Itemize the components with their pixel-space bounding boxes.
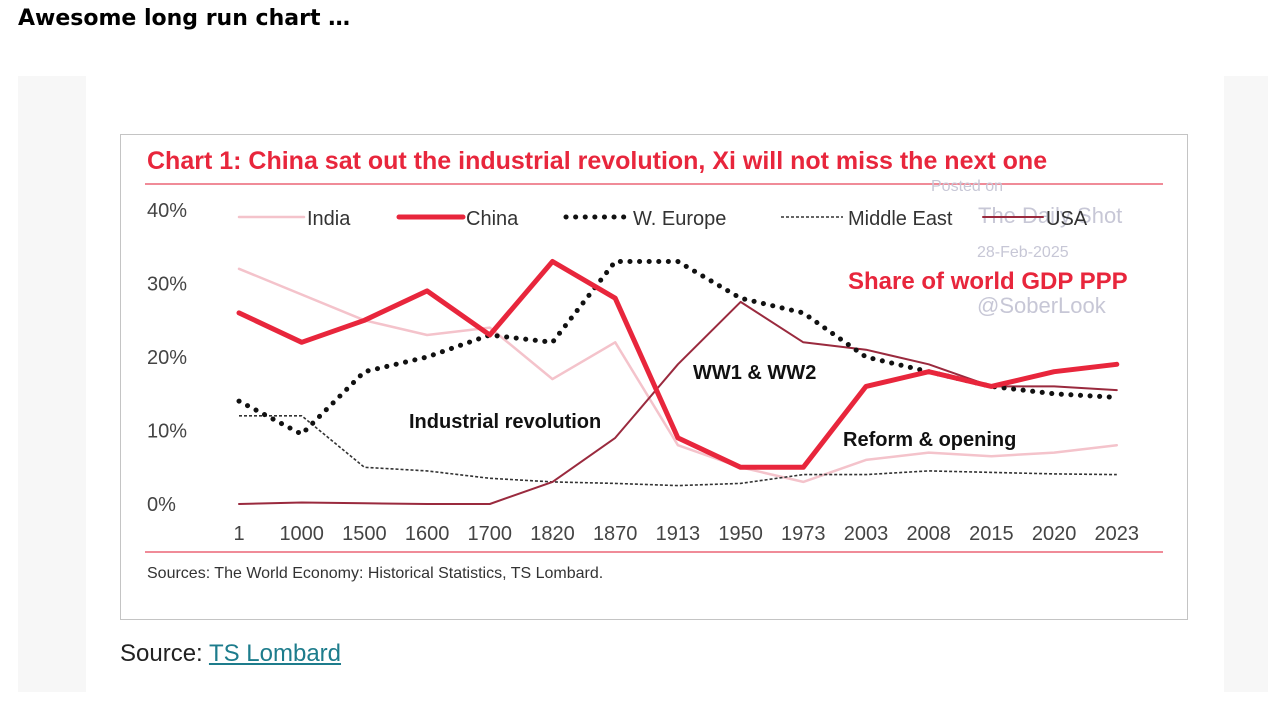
y-tick-label: 40% — [147, 200, 187, 222]
page-gutter-left — [18, 76, 86, 692]
annotation-reform-opening: Reform & opening — [843, 429, 1016, 451]
watermark: Posted on The Daily Shot 28-Feb-2025 @So… — [931, 178, 1122, 318]
annotation-ww1-ww2: WW1 & WW2 — [693, 362, 816, 384]
x-tick-label: 2008 — [906, 523, 951, 545]
x-tick-label: 2023 — [1095, 523, 1140, 545]
footer-source-label: Source: — [120, 640, 209, 667]
x-tick-label: 2020 — [1032, 523, 1077, 545]
x-tick-label: 1950 — [718, 523, 763, 545]
chart-subtitle: Share of world GDP PPP — [848, 268, 1128, 295]
watermark-line2: The Daily Shot — [978, 203, 1122, 228]
series-line-china — [236, 259, 1120, 470]
x-tick-label: 1500 — [342, 523, 387, 545]
legend-label-middle-east: Middle East — [848, 208, 953, 230]
series-line-middle-east — [239, 414, 1117, 487]
chart-figure: Chart 1: China sat out the industrial re… — [120, 134, 1188, 620]
legend-label-india: India — [307, 208, 351, 230]
x-tick-label: 1913 — [656, 523, 701, 545]
y-tick-label: 0% — [147, 494, 176, 516]
y-tick-label: 10% — [147, 421, 187, 443]
x-tick-label: 1700 — [468, 523, 513, 545]
chart-annotations: Industrial revolution WW1 & WW2 Reform & o… — [409, 362, 1016, 451]
chart-rule-bottom — [145, 551, 1163, 553]
chart-legend: India China W. Europe Middle East USA — [237, 208, 1088, 230]
x-tick-label: 2015 — [969, 523, 1014, 545]
annotation-industrial-revolution: Industrial revolution — [409, 411, 601, 433]
footer-source: Source: TS Lombard — [120, 640, 341, 668]
y-tick-label: 20% — [147, 347, 187, 369]
x-tick-label: 1600 — [405, 523, 450, 545]
series-line-w-europe — [236, 259, 1120, 437]
x-axis-ticks: 1 1000 1500 1600 1700 1820 1870 1913 1950 1973 200… — [233, 523, 1139, 545]
x-tick-label: 1973 — [781, 523, 826, 545]
chart-series — [236, 259, 1120, 505]
chart-rule-top — [145, 183, 1163, 185]
line-chart: Posted on The Daily Shot 28-Feb-2025 @So… — [147, 178, 1139, 545]
watermark-line4: @SoberLook — [977, 293, 1107, 318]
x-tick-label: 1000 — [279, 523, 324, 545]
series-line-india — [237, 267, 1119, 484]
watermark-line1: Posted on — [931, 178, 1003, 195]
y-tick-label: 30% — [147, 274, 187, 296]
x-tick-label: 2003 — [844, 523, 889, 545]
page-gutter-right — [1224, 76, 1268, 692]
ts-lombard-link[interactable]: TS Lombard — [208, 640, 342, 667]
watermark-line3: 28-Feb-2025 — [977, 244, 1069, 261]
series-line-usa — [238, 300, 1118, 505]
x-tick-label: 1 — [233, 523, 244, 545]
legend-label-china: China — [466, 208, 519, 230]
chart-heading: Chart 1: China sat out the industrial re… — [147, 147, 1048, 175]
x-tick-label: 1870 — [593, 523, 638, 545]
x-tick-label: 1820 — [530, 523, 575, 545]
legend-label-usa: USA — [1046, 208, 1088, 230]
y-axis-ticks: 40% 30% 20% 10% 0% — [147, 200, 187, 516]
post-title: Awesome long run chart … — [18, 6, 351, 31]
chart-sources: Sources: The World Economy: Historical S… — [147, 565, 604, 582]
legend-label-w-europe: W. Europe — [633, 208, 726, 230]
